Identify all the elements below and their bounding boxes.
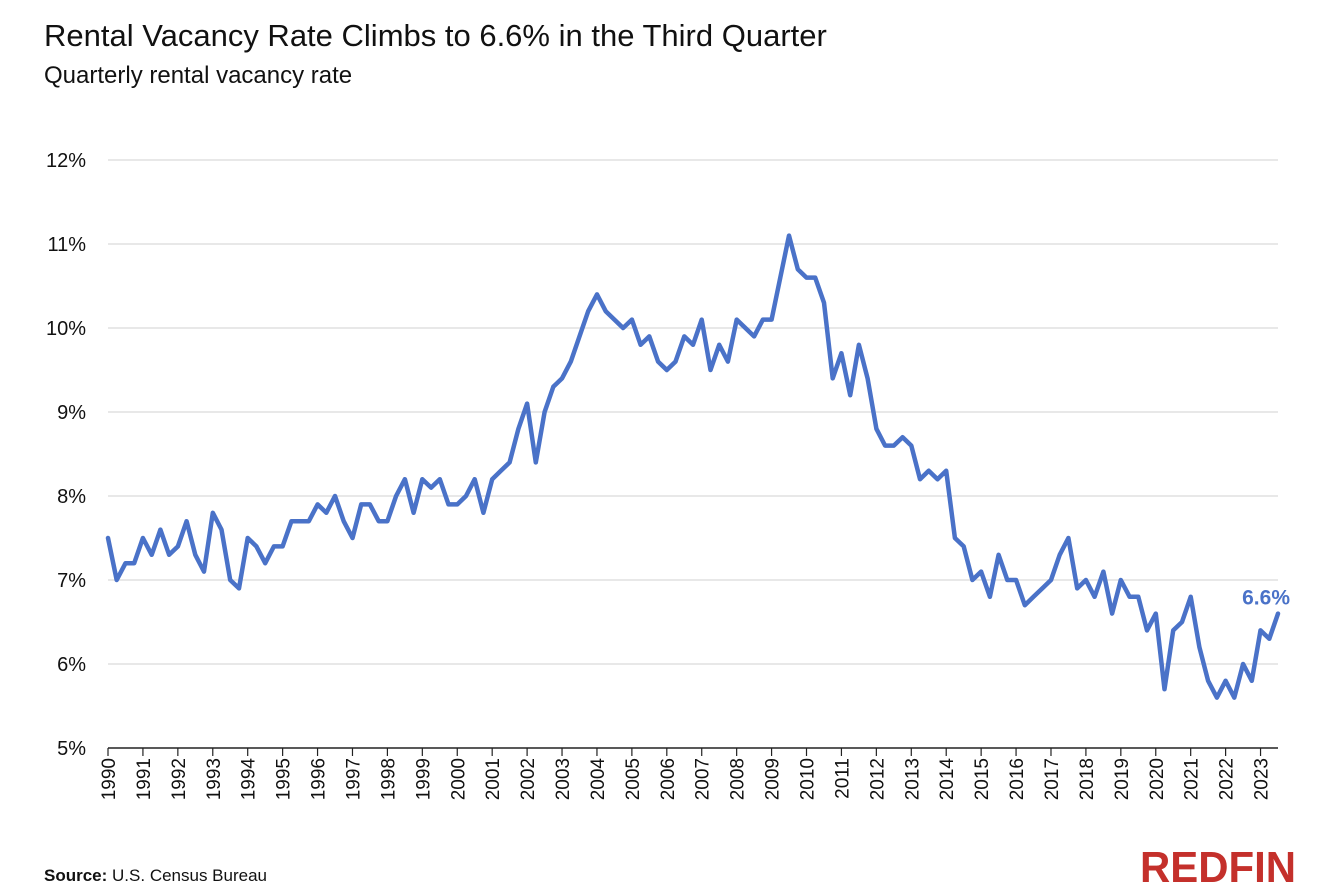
x-tick-label: 2002 <box>518 758 539 800</box>
x-tick-label: 1993 <box>204 758 225 800</box>
source-text: U.S. Census Bureau <box>112 866 267 885</box>
y-tick-label: 9% <box>57 402 86 424</box>
x-tick-label: 2000 <box>448 758 469 800</box>
x-tick-label: 2009 <box>763 758 784 800</box>
x-tick-label: 1999 <box>413 758 434 800</box>
x-tick-label: 2010 <box>798 758 819 800</box>
x-tick-label: 2013 <box>902 758 923 800</box>
y-tick-label: 10% <box>46 318 86 340</box>
x-tick-label: 2004 <box>588 758 609 801</box>
y-tick-label: 8% <box>57 486 86 508</box>
x-tick-label: 2003 <box>553 758 574 800</box>
x-tick-label: 1997 <box>343 758 364 800</box>
redfin-logo: REDFIN <box>1140 843 1296 890</box>
x-tick-label: 2020 <box>1147 758 1168 800</box>
logo-wordmark: REDFIN <box>1140 843 1296 890</box>
y-tick-label: 7% <box>57 570 86 592</box>
x-tick-label: 1992 <box>169 758 190 800</box>
x-tick-label: 2018 <box>1077 758 1098 800</box>
chart-title: Rental Vacancy Rate Climbs to 6.6% in th… <box>44 18 827 53</box>
x-tick-label: 1998 <box>378 758 399 800</box>
x-tick-label: 1996 <box>309 758 330 800</box>
x-tick-label: 1994 <box>239 758 260 801</box>
x-tick-label: 2001 <box>483 758 504 800</box>
latest-value-label: 6.6% <box>1242 587 1290 610</box>
x-tick-label: 1990 <box>99 758 120 800</box>
y-tick-label: 5% <box>57 738 86 760</box>
x-tick-label: 2021 <box>1182 758 1203 800</box>
y-tick-label: 11% <box>47 234 86 256</box>
source-note: Source: U.S. Census Bureau <box>44 866 267 886</box>
x-tick-label: 2014 <box>937 758 958 801</box>
y-tick-label: 6% <box>57 654 86 676</box>
x-tick-label: 2005 <box>623 758 644 800</box>
chart-subtitle: Quarterly rental vacancy rate <box>44 62 353 89</box>
x-tick-label: 2023 <box>1252 758 1273 800</box>
source-label: Source: <box>44 866 108 885</box>
x-tick-label: 2006 <box>658 758 679 800</box>
x-tick-label: 2019 <box>1112 758 1133 800</box>
x-tick-label: 1995 <box>274 758 295 800</box>
x-tick-label: 2022 <box>1217 758 1238 800</box>
x-tick-label: 2017 <box>1042 758 1063 800</box>
x-tick-label: 2011 <box>832 758 853 799</box>
y-tick-label: 12% <box>46 150 86 172</box>
x-tick-label: 2016 <box>1007 758 1028 800</box>
x-tick-label: 2015 <box>972 758 993 800</box>
x-tick-label: 2008 <box>728 758 749 800</box>
x-tick-label: 2012 <box>867 758 888 800</box>
x-tick-label: 2007 <box>693 758 714 800</box>
x-tick-label: 1991 <box>134 758 155 800</box>
series-line <box>105 233 1281 700</box>
